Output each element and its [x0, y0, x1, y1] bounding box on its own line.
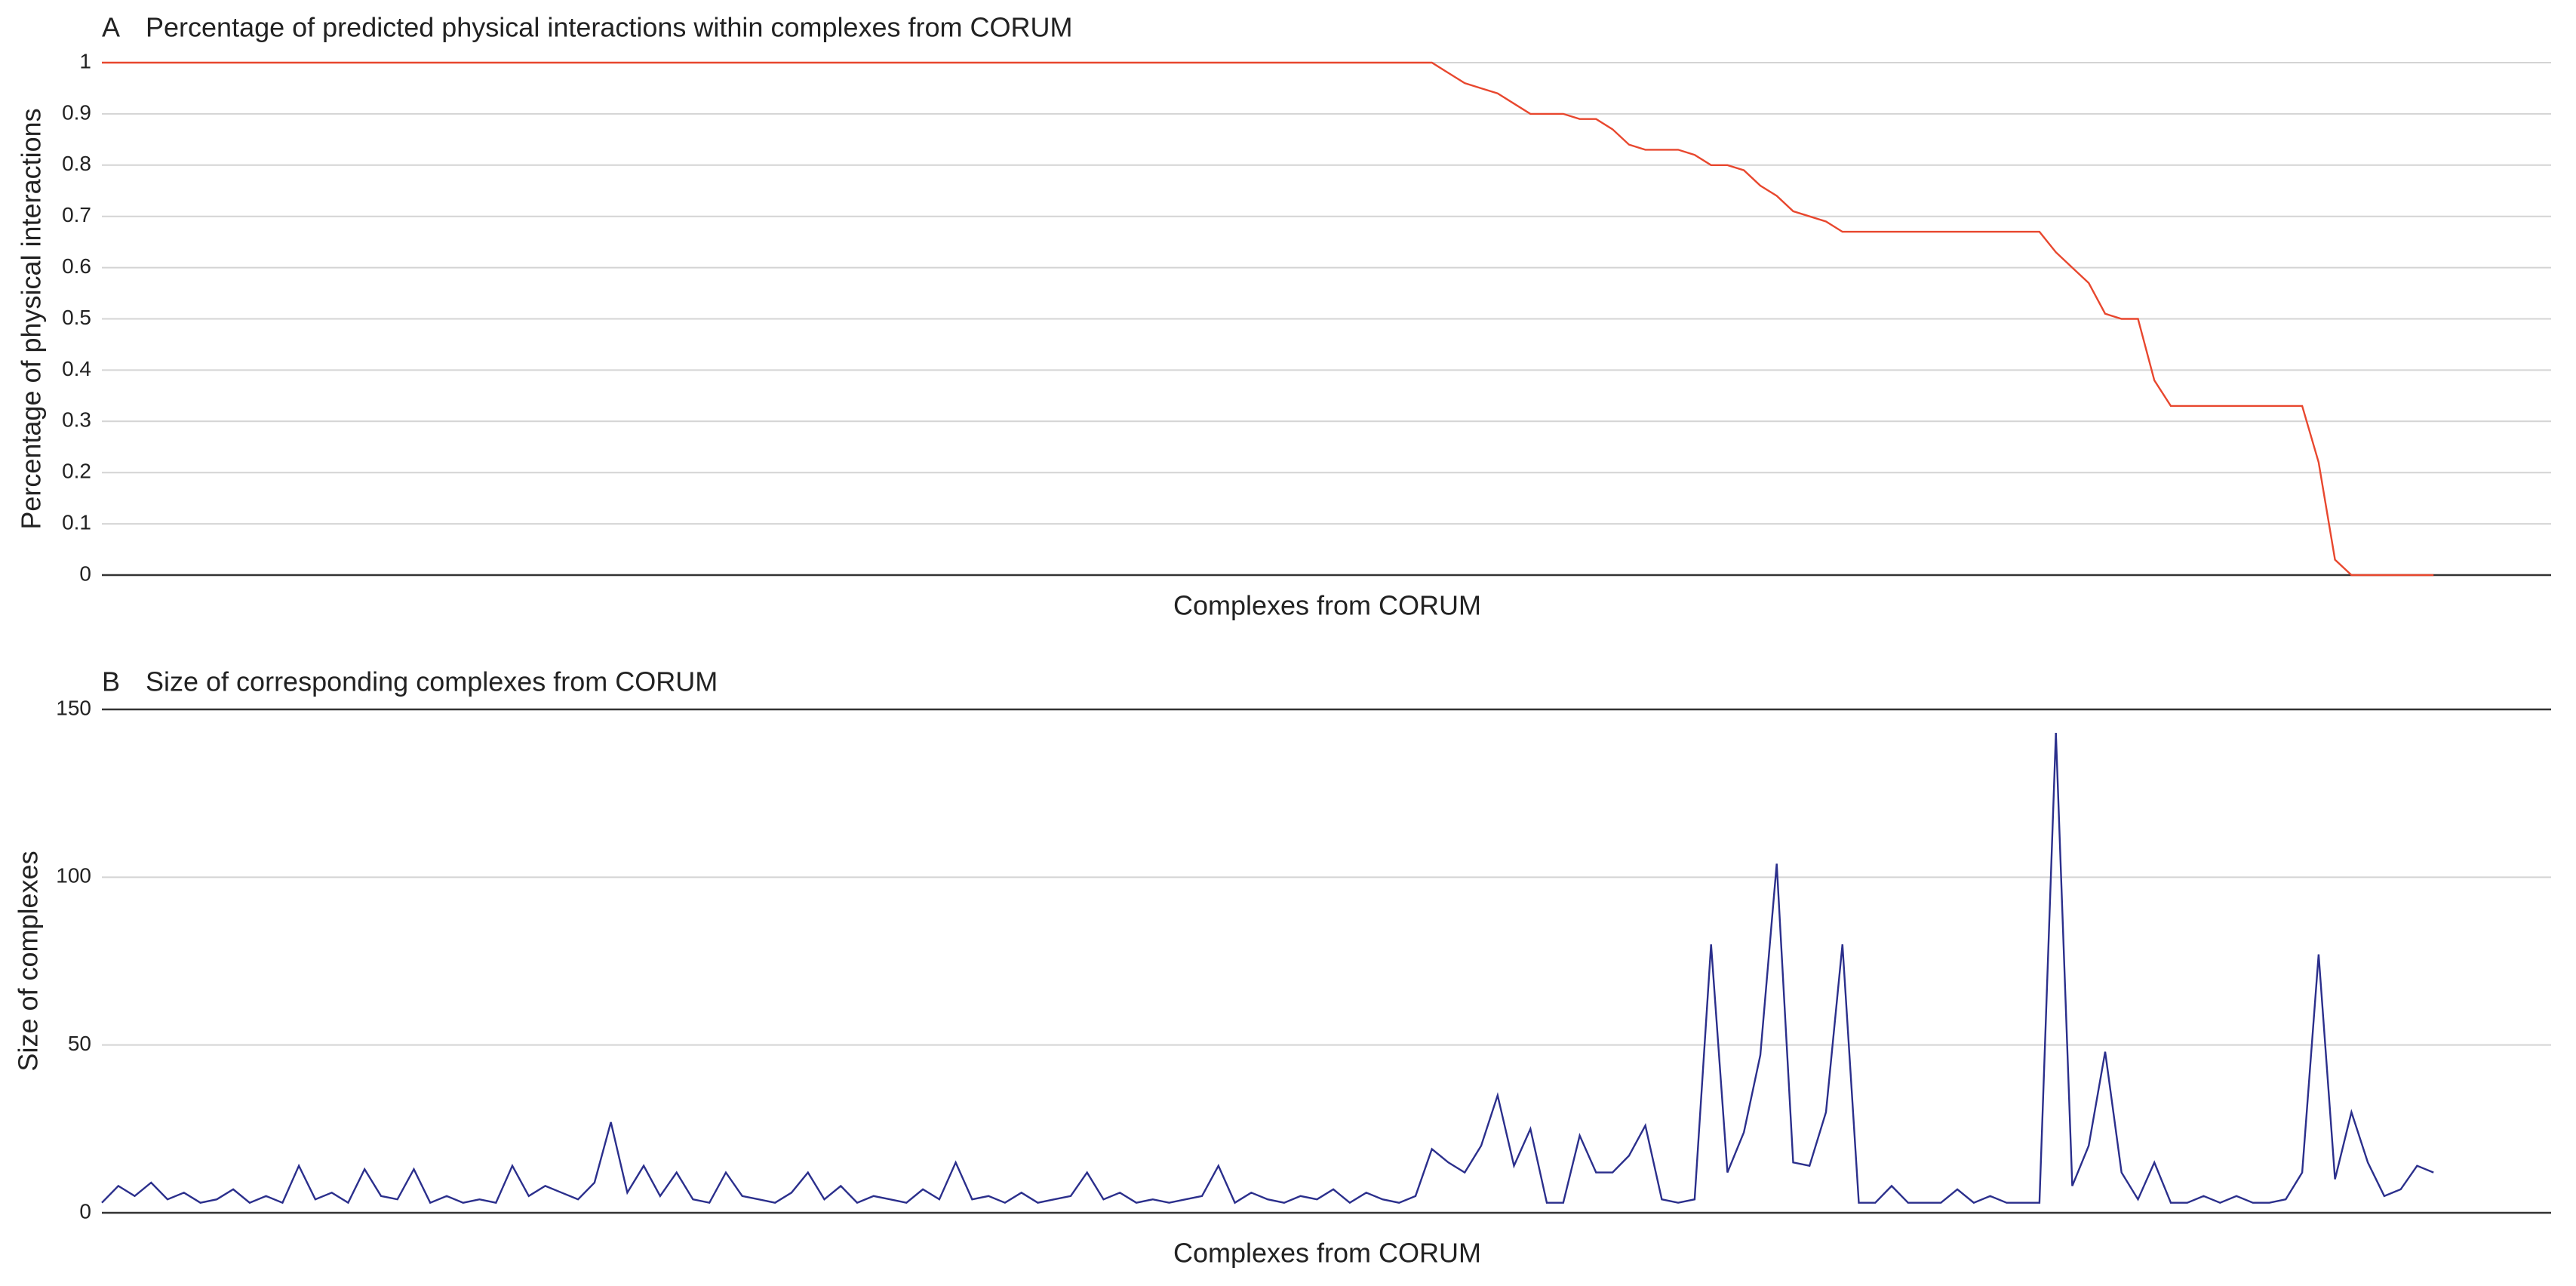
data-line — [102, 61, 2434, 577]
y-tick-label: 0.7 — [62, 203, 91, 226]
chart-title: Percentage of predicted physical interac… — [146, 12, 1073, 43]
data-line — [101, 733, 2434, 1204]
y-tick-label: 0.3 — [62, 408, 91, 432]
y-tick-label: 0.6 — [62, 254, 91, 278]
y-tick-label: 0 — [79, 1199, 91, 1223]
y-tick-label: 0.2 — [62, 460, 91, 483]
y-tick-label: 0 — [79, 561, 91, 585]
y-tick-label: 100 — [56, 864, 91, 888]
y-tick-label: 0.5 — [62, 306, 91, 329]
y-tick-label: 0.1 — [62, 510, 91, 534]
y-tick-label: 150 — [56, 696, 91, 719]
panel-label: B — [102, 666, 120, 697]
x-axis-label: Complexes from CORUM — [1173, 590, 1481, 621]
y-tick-label: 0.8 — [62, 152, 91, 175]
y-axis-label: Percentage of physical interactions — [16, 108, 47, 529]
y-tick-label: 1 — [79, 49, 91, 72]
chart-title: Size of corresponding complexes from COR… — [146, 666, 718, 697]
y-axis-label: Size of complexes — [13, 851, 44, 1071]
y-tick-label: 50 — [68, 1032, 91, 1055]
panel-label: A — [102, 12, 120, 43]
y-tick-label: 0.4 — [62, 357, 91, 380]
x-axis-label: Complexes from CORUM — [1173, 1238, 1481, 1269]
y-tick-label: 0.9 — [62, 100, 91, 124]
